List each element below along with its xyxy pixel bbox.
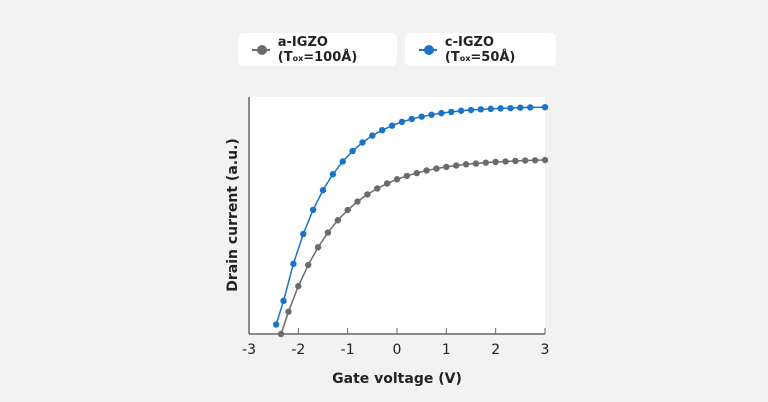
series-line [275, 106, 546, 325]
x-tick-label: -2 [291, 342, 305, 358]
data-point [497, 105, 504, 112]
data-point [531, 157, 539, 164]
data-point [482, 159, 489, 166]
data-point [277, 330, 285, 338]
data-point [314, 244, 322, 251]
x-tick-label: -1 [341, 342, 355, 358]
data-point [334, 217, 341, 224]
data-point [453, 162, 460, 169]
data-point [507, 104, 514, 112]
legend-label-c-igzo: c-IGZO (Tox=50Å) [444, 34, 516, 65]
series-line [280, 159, 546, 335]
x-tick-label: 1 [442, 342, 451, 358]
data-point [369, 132, 376, 139]
legend-item-a-igzo[interactable]: a-IGZO (Tox=100Å) [238, 33, 397, 66]
data-point [403, 172, 411, 180]
data-point [354, 198, 361, 205]
data-point [383, 180, 391, 187]
data-point [305, 261, 312, 269]
data-point [517, 104, 524, 111]
data-point [487, 105, 494, 113]
data-point [364, 191, 371, 198]
data-point [374, 185, 381, 192]
plot-area [249, 97, 545, 334]
data-point [433, 165, 440, 172]
data-point [457, 107, 465, 114]
data-point [349, 147, 356, 155]
gray-dot-marker-icon [252, 44, 270, 55]
x-tick-label: 2 [491, 342, 500, 358]
data-point [344, 206, 351, 214]
data-point [388, 122, 396, 129]
data-point [398, 118, 406, 126]
data-point [408, 115, 415, 123]
data-point [272, 321, 280, 328]
series-1 [272, 103, 549, 328]
data-point [541, 156, 549, 164]
data-point [329, 171, 337, 178]
data-point [502, 158, 509, 165]
data-point [418, 113, 425, 120]
y-axis-title: Drain current (a.u.) [225, 138, 241, 292]
legend-item-c-igzo[interactable]: c-IGZO (Tox=50Å) [405, 33, 556, 66]
series-0 [277, 156, 549, 338]
data-point [527, 104, 534, 111]
data-point [280, 297, 287, 305]
data-point [300, 230, 307, 238]
data-point [443, 163, 450, 171]
data-point [512, 157, 519, 165]
data-point [290, 260, 297, 268]
legend-label-a-igzo: a-IGZO (Tox=100Å) [277, 34, 358, 65]
x-tick-label: 0 [393, 342, 402, 358]
data-point [393, 176, 401, 183]
data-point [522, 157, 529, 164]
data-point [379, 126, 386, 134]
data-point [319, 186, 327, 194]
x-axis-title: Gate voltage (V) [332, 371, 462, 387]
data-point [339, 158, 346, 165]
data-point [324, 229, 332, 236]
data-point [448, 108, 455, 116]
data-point [423, 167, 430, 174]
data-point [285, 308, 292, 315]
data-point [467, 106, 475, 114]
blue-dot-marker-icon [419, 44, 437, 55]
data-point [477, 106, 485, 113]
data-point [359, 139, 366, 146]
data-point [438, 109, 445, 117]
x-tick-label: 3 [541, 342, 550, 358]
data-point [472, 160, 480, 167]
data-point [428, 111, 435, 118]
data-point [413, 169, 420, 177]
data-point [492, 158, 499, 166]
data-point [309, 206, 317, 214]
x-tick-label: -3 [242, 342, 256, 358]
data-point [295, 282, 302, 290]
data-point [462, 161, 470, 168]
data-point [541, 103, 549, 111]
